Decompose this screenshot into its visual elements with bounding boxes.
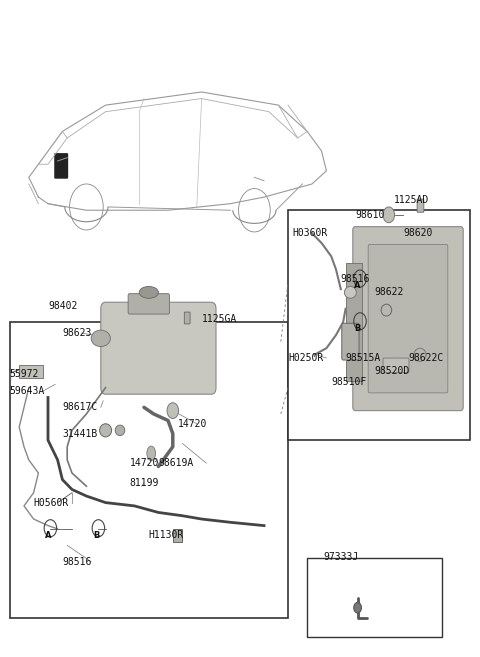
Text: 98610: 98610 bbox=[355, 210, 384, 221]
Text: 98622: 98622 bbox=[374, 287, 404, 298]
Ellipse shape bbox=[139, 286, 158, 298]
Text: 1125GA: 1125GA bbox=[202, 313, 237, 324]
FancyBboxPatch shape bbox=[383, 358, 409, 373]
Text: 98622C: 98622C bbox=[408, 353, 443, 363]
Ellipse shape bbox=[147, 446, 156, 461]
Text: 98623: 98623 bbox=[62, 328, 92, 338]
FancyBboxPatch shape bbox=[54, 153, 68, 179]
Text: 14720: 14720 bbox=[130, 458, 159, 468]
Text: B: B bbox=[354, 324, 361, 333]
FancyBboxPatch shape bbox=[417, 199, 424, 212]
Text: H0360R: H0360R bbox=[293, 228, 328, 238]
Text: H1130R: H1130R bbox=[149, 530, 184, 541]
Bar bbox=[346, 263, 362, 381]
Text: 98617C: 98617C bbox=[62, 402, 97, 413]
Ellipse shape bbox=[91, 330, 110, 347]
Text: B: B bbox=[93, 531, 99, 540]
Ellipse shape bbox=[381, 304, 392, 316]
Circle shape bbox=[383, 207, 395, 223]
Ellipse shape bbox=[344, 286, 356, 298]
Polygon shape bbox=[173, 529, 182, 542]
Ellipse shape bbox=[115, 425, 125, 436]
Circle shape bbox=[167, 403, 179, 419]
Text: 98515A: 98515A bbox=[346, 353, 381, 363]
Text: A: A bbox=[354, 281, 361, 290]
Text: A: A bbox=[45, 531, 51, 540]
Bar bbox=[307, 558, 442, 637]
Text: 98620: 98620 bbox=[403, 228, 432, 238]
FancyBboxPatch shape bbox=[353, 227, 463, 411]
FancyBboxPatch shape bbox=[101, 302, 216, 394]
Text: 98510F: 98510F bbox=[331, 377, 366, 388]
Text: 81199: 81199 bbox=[130, 478, 159, 488]
Text: 98516: 98516 bbox=[341, 274, 370, 284]
Text: 98516: 98516 bbox=[62, 556, 92, 567]
Text: H0560R: H0560R bbox=[34, 497, 69, 508]
Text: 98402: 98402 bbox=[48, 300, 77, 311]
Ellipse shape bbox=[100, 424, 112, 437]
Text: 98520D: 98520D bbox=[374, 366, 409, 376]
Text: 59643A: 59643A bbox=[10, 386, 45, 396]
Text: 1125AD: 1125AD bbox=[394, 195, 429, 206]
FancyBboxPatch shape bbox=[342, 323, 359, 360]
Text: 98619A: 98619A bbox=[158, 458, 193, 468]
FancyBboxPatch shape bbox=[128, 294, 169, 314]
Text: 97333J: 97333J bbox=[323, 552, 359, 562]
Text: 55972: 55972 bbox=[10, 369, 39, 380]
Text: H0250R: H0250R bbox=[288, 353, 323, 363]
Text: 31441B: 31441B bbox=[62, 428, 97, 439]
Ellipse shape bbox=[414, 348, 426, 361]
FancyArrowPatch shape bbox=[141, 485, 142, 486]
Bar bbox=[10, 322, 288, 618]
Bar bbox=[288, 210, 470, 440]
Polygon shape bbox=[19, 365, 43, 378]
Text: 14720: 14720 bbox=[178, 419, 207, 429]
Circle shape bbox=[354, 602, 361, 613]
FancyBboxPatch shape bbox=[368, 244, 448, 393]
FancyBboxPatch shape bbox=[184, 312, 190, 324]
